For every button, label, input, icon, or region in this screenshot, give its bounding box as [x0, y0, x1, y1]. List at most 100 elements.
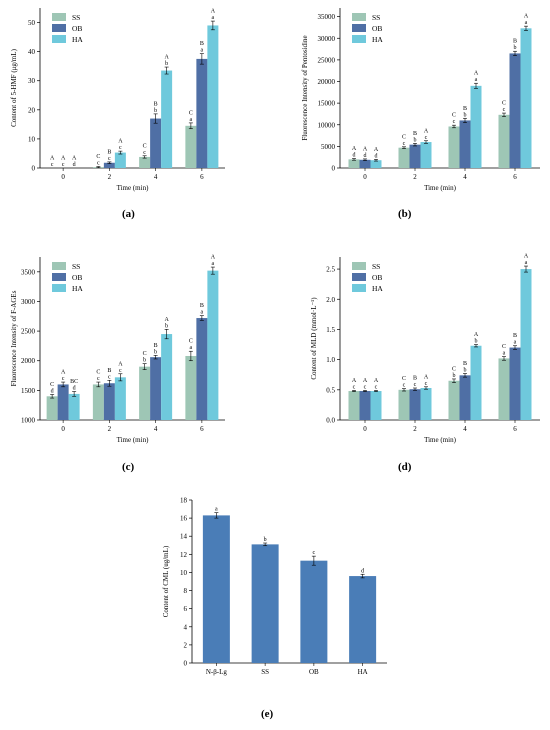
p4-sig-label-OB-3-0: B	[513, 333, 517, 339]
p5-sig-label-cml-3-0: d	[361, 568, 364, 574]
p1-bar-OB-2	[150, 118, 162, 168]
p2-sig-label-OB-2-0: B	[463, 106, 467, 112]
p2-bar-OB-3	[509, 53, 521, 168]
p2-sig-label-OB-1-0: B	[413, 131, 417, 137]
p4-legend-label-SS: SS	[372, 262, 380, 271]
p2-sig-label-SS-1-1: c	[403, 141, 406, 147]
p1-legend-swatch-OB	[52, 24, 66, 32]
p3-sig-label-OB-1-0: B	[107, 368, 111, 374]
p3-bar-HA-2	[161, 334, 173, 420]
p3-sig-label-HA-2-1: b	[165, 323, 168, 329]
p3-sig-label-SS-1-1: c	[97, 376, 100, 382]
p2-legend-swatch-HA	[352, 35, 366, 43]
p4-ytick-label-2: 1.0	[326, 356, 335, 364]
p1-sig-label-HA-3-1: a	[212, 15, 215, 21]
p2-sig-label-HA-0-0: A	[374, 147, 379, 153]
p2-sig-label-OB-1-1: b	[414, 137, 417, 143]
p2-xtick-label-2: 4	[463, 173, 467, 181]
p4-sig-label-HA-0-1: c	[375, 384, 378, 390]
p4-xtick-label-1: 2	[413, 425, 417, 433]
p2-legend-swatch-OB	[352, 24, 366, 32]
p3-sig-label-OB-2-1: b	[154, 349, 157, 355]
panel-label-e: (e)	[261, 708, 274, 720]
p1-sig-label-HA-2-0: A	[164, 55, 169, 61]
p4-sig-label-SS-1-1: c	[403, 383, 406, 389]
p1-bar-SS-3	[185, 125, 197, 168]
p3-sig-label-SS-3-1: a	[190, 345, 193, 351]
p1-xtick-label-0: 0	[61, 173, 65, 181]
p2-sig-label-HA-3-0: A	[524, 14, 529, 20]
p5-ytick-label-2: 4	[184, 623, 188, 631]
p4-bar-HA-3	[520, 269, 532, 420]
p1-sig-label-OB-2-1: b	[154, 108, 157, 114]
p4-xtick-label-2: 4	[463, 425, 467, 433]
p1-sig-label-HA-0-1: d	[73, 162, 76, 168]
p3-sig-label-HA-0-0: BC	[70, 379, 78, 385]
p4-sig-label-OB-0-1: c	[364, 384, 367, 390]
p1-sig-label-SS-0-0: A	[50, 156, 55, 162]
p2-sig-label-OB-3-1: b	[514, 45, 517, 51]
p4-sig-label-SS-1-0: C	[402, 376, 406, 382]
p2-ytick-label-3: 15000	[318, 100, 336, 108]
p3-sig-label-SS-0-1: d	[51, 389, 54, 395]
p3-ytick-label-5: 3500	[21, 268, 36, 276]
p3-legend-label-HA: HA	[72, 284, 83, 293]
p3-sig-label-HA-2-0: A	[164, 317, 169, 323]
p5-bar-cml-1	[251, 544, 279, 663]
p2-bar-HA-0	[370, 160, 382, 168]
p1-sig-label-OB-2-0: B	[154, 101, 158, 107]
p3-legend-swatch-OB	[52, 273, 66, 281]
p3-legend-swatch-SS	[52, 262, 66, 270]
p1-bar-HA-3	[207, 25, 219, 169]
p2-sig-label-OB-3-0: B	[513, 39, 517, 45]
p2-bar-OB-0	[359, 159, 371, 168]
p4-ytick-label-5: 2.5	[326, 266, 335, 274]
panel-label-a: (a)	[122, 208, 135, 220]
p5-ytick-label-6: 12	[180, 551, 188, 559]
p3-sig-label-HA-1-0: A	[118, 361, 123, 367]
p4-bar-OB-3	[509, 347, 521, 420]
p2-ytick-label-4: 20000	[318, 78, 336, 86]
p4-sig-label-SS-3-1: a	[503, 351, 506, 357]
p3-bar-SS-1	[92, 384, 104, 420]
p1-sig-label-SS-0-1: c	[51, 162, 54, 168]
p4-bar-OB-1	[409, 389, 421, 420]
p3-legend-label-SS: SS	[72, 262, 80, 271]
p4-sig-label-SS-0-1: c	[353, 384, 356, 390]
p1-sig-label-OB-1-1: c	[108, 156, 111, 162]
p2-sig-label-HA-2-1: a	[475, 77, 478, 83]
p3-sig-label-SS-0-0: C	[50, 382, 54, 388]
panel-label-c: (c)	[122, 461, 135, 473]
p3-sig-label-OB-3-1: a	[201, 310, 204, 316]
p3-bar-SS-0	[46, 396, 58, 420]
p2-sig-label-SS-0-0: A	[352, 146, 357, 152]
p5-ytick-label-7: 14	[180, 533, 188, 541]
p3-sig-label-OB-0-1: c	[62, 376, 65, 382]
p2-bar-SS-3	[498, 114, 510, 168]
p3-xlabel: Time (min)	[117, 436, 149, 444]
p4-sig-label-SS-3-0: C	[502, 344, 506, 350]
p4-bar-OB-2	[459, 375, 471, 420]
p1-ytick-label-0: 0	[32, 165, 36, 173]
p4-sig-label-HA-2-1: b	[475, 339, 478, 345]
p2-ytick-label-1: 5000	[321, 143, 336, 151]
p1-sig-label-OB-3-0: B	[200, 41, 204, 47]
p2-bar-HA-2	[470, 85, 482, 168]
p2-bar-OB-2	[459, 120, 471, 168]
p3-bar-HA-1	[114, 377, 126, 420]
p3-legend-label-OB: OB	[72, 273, 82, 282]
p1-xtick-label-3: 6	[200, 173, 204, 181]
p4-bar-SS-0	[348, 391, 360, 420]
p4-sig-label-SS-2-1: b	[453, 373, 456, 379]
p3-sig-label-HA-0-1: d	[73, 386, 76, 392]
p1-legend-label-HA: HA	[72, 35, 83, 44]
p3-sig-label-HA-3-0: A	[211, 255, 216, 261]
p4-xtick-label-3: 6	[513, 425, 517, 433]
p2-legend-label-OB: OB	[372, 24, 382, 33]
p3-ytick-label-4: 3000	[21, 298, 36, 306]
p1-ytick-label-2: 20	[28, 106, 36, 114]
p4-legend-swatch-HA	[352, 284, 366, 292]
p5-bar-cml-3	[349, 576, 377, 663]
